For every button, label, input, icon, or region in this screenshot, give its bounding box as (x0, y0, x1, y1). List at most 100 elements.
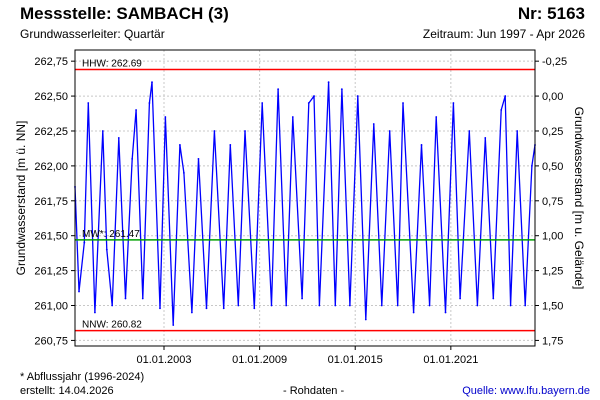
y2-tick-label: 0,50 (542, 161, 563, 173)
y2-tick-label: 1,00 (542, 231, 563, 243)
series-point (524, 304, 527, 307)
period-label: Zeitraum: Jun 1997 - Apr 2026 (422, 27, 585, 41)
series-point (253, 307, 256, 310)
y-tick-label: 262,75 (34, 56, 68, 68)
y-tick-label: 261,50 (34, 231, 68, 243)
series-point (476, 304, 479, 307)
series-point (135, 109, 137, 111)
series-point (500, 109, 503, 111)
reference-lines: HHW: 262.69 MW*: 261.47 NNW: 260.82 (75, 59, 535, 332)
series-point (285, 304, 288, 307)
series-point (435, 116, 438, 118)
series-point (213, 130, 216, 132)
x-tick-label: 01.01.2015 (328, 354, 383, 366)
series-point (124, 297, 127, 300)
series-point (101, 130, 104, 132)
series-point (179, 144, 181, 146)
series-point (83, 241, 86, 244)
x-axis-ticks: 01.01.2003 01.01.2009 01.01.2015 01.01.2021 (136, 346, 478, 366)
series-point (444, 311, 447, 314)
series-point (190, 311, 193, 314)
series-point (492, 297, 495, 300)
series-point (182, 171, 185, 174)
series-point (530, 164, 533, 167)
series-layer (74, 81, 536, 326)
station-number: Nr: 5163 (517, 4, 585, 23)
series-point (340, 88, 343, 90)
y2-tick-label: 0,75 (542, 196, 563, 208)
series-point (277, 88, 280, 90)
series-point (205, 307, 208, 310)
series-line (74, 81, 536, 326)
aquifer-label: Grundwasserleiter: Quartär (20, 27, 165, 41)
rawdata-label: - Rohdaten - (283, 385, 345, 397)
reference-line-label: MW*: 261.47 (82, 229, 140, 240)
x-tick-label: 01.01.2021 (423, 354, 478, 366)
series-point (356, 95, 359, 97)
series-point (396, 304, 399, 307)
y2-tick-label: 1,50 (542, 301, 563, 313)
y2-tick-label: 1,25 (542, 266, 563, 278)
series-point (78, 290, 80, 293)
created-date: erstellt: 14.04.2026 (20, 385, 114, 397)
series-point (301, 297, 303, 300)
y-axis-ticks: 262,75 262,50 262,25 262,00 261,75 261,50 261,… (34, 56, 75, 347)
series-point (334, 304, 337, 307)
series-point (372, 123, 375, 125)
series-point (516, 130, 519, 132)
x-tick-label: 01.01.2009 (232, 354, 287, 366)
series-point (131, 158, 134, 160)
y2-tick-label: -0,25 (542, 56, 567, 68)
y2-tick-label: 0,00 (542, 91, 563, 103)
series-point (111, 304, 114, 307)
series-point (484, 137, 487, 139)
series-point (388, 130, 391, 132)
series-point (237, 304, 240, 307)
series-point (151, 81, 153, 84)
series-point (313, 95, 315, 97)
y-tick-label: 260,75 (34, 335, 68, 347)
series-point (468, 130, 471, 132)
series-point (380, 304, 383, 307)
series-point (291, 116, 294, 118)
reference-line-label: NNW: 260.82 (82, 320, 142, 331)
y2-tick-label: 0,25 (542, 126, 563, 138)
series-point (348, 304, 351, 307)
x-tick-label: 01.01.2003 (136, 354, 191, 366)
series-point (222, 307, 225, 310)
series-point (420, 144, 423, 146)
series-point (307, 102, 310, 104)
series-point (87, 102, 90, 104)
series-point (105, 248, 108, 251)
series-point (172, 324, 175, 326)
series-point (428, 304, 431, 307)
series-point (141, 297, 144, 300)
plot-frame (74, 49, 536, 347)
y-tick-label: 261,25 (34, 266, 68, 278)
series-point (261, 102, 264, 104)
series-point (270, 304, 273, 307)
y-tick-label: 261,75 (34, 196, 68, 208)
y2-tick-label: 1,75 (542, 335, 563, 347)
station-title: Messstelle: SAMBACH (3) (20, 4, 229, 23)
series-point (402, 102, 404, 104)
reference-line-label: HHW: 262.69 (82, 59, 142, 70)
y-tick-label: 262,50 (34, 91, 68, 103)
series-point (452, 102, 455, 104)
series-point (197, 158, 200, 160)
y-tick-label: 261,00 (34, 301, 68, 313)
series-point (94, 311, 96, 314)
y-axis-label: Grundwasserstand [m ü. NN] (14, 121, 28, 276)
series-point (117, 137, 120, 139)
series-point (148, 102, 151, 104)
source-link[interactable]: Quelle: www.lfu.bayern.de (462, 385, 590, 397)
series-point (364, 318, 367, 321)
series-point (229, 144, 232, 146)
series-point (412, 311, 415, 314)
series-point (327, 81, 330, 84)
y2-axis-ticks: -0,25 0,00 0,25 0,50 0,75 1,00 1,25 1,50 1,75 (535, 56, 567, 347)
series-point (244, 130, 246, 132)
y-tick-label: 262,25 (34, 126, 68, 138)
series-point (159, 307, 161, 310)
